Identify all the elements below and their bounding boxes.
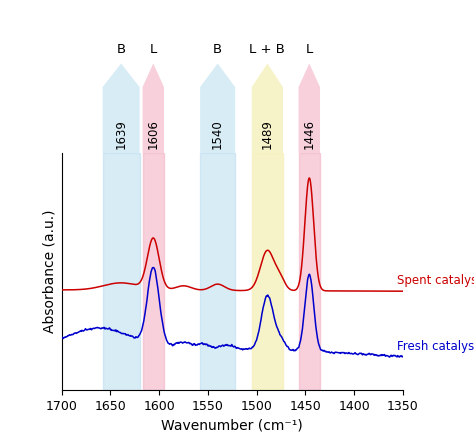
- Polygon shape: [252, 64, 283, 153]
- X-axis label: Wavenumber (cm⁻¹): Wavenumber (cm⁻¹): [161, 418, 303, 432]
- Bar: [102, 153, 140, 390]
- Polygon shape: [299, 64, 320, 153]
- Text: Spent catalyst: Spent catalyst: [397, 274, 474, 287]
- Text: 1639: 1639: [115, 119, 128, 148]
- Bar: [299, 153, 320, 390]
- Text: 1606: 1606: [147, 119, 160, 148]
- Text: B: B: [117, 43, 126, 57]
- Y-axis label: Absorbance (a.u.): Absorbance (a.u.): [42, 210, 56, 333]
- Text: 1540: 1540: [211, 119, 224, 148]
- Polygon shape: [143, 64, 164, 153]
- Text: L: L: [306, 43, 313, 57]
- Text: Fresh catalyst: Fresh catalyst: [397, 339, 474, 353]
- Bar: [143, 153, 164, 390]
- Text: 1489: 1489: [261, 119, 274, 148]
- Bar: [200, 153, 235, 390]
- Text: L: L: [150, 43, 157, 57]
- Text: L + B: L + B: [249, 43, 285, 57]
- Polygon shape: [200, 64, 235, 153]
- Polygon shape: [102, 64, 140, 153]
- Text: B: B: [213, 43, 222, 57]
- Text: 1446: 1446: [303, 119, 316, 148]
- Bar: [252, 153, 283, 390]
